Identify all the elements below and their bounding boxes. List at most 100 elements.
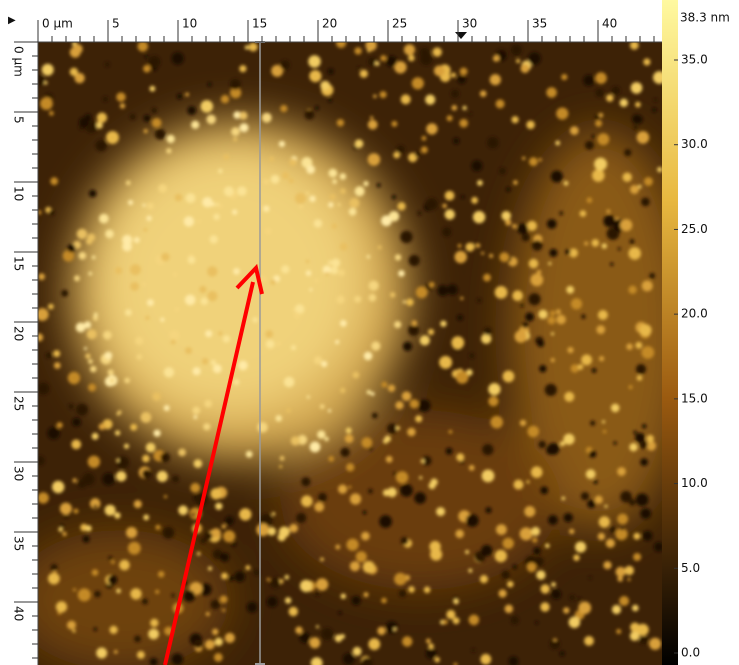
particle <box>469 112 472 115</box>
particle <box>496 99 505 108</box>
particle <box>49 210 55 216</box>
particle <box>556 309 561 314</box>
particle <box>337 119 344 126</box>
particle <box>412 77 424 89</box>
particle <box>324 437 328 441</box>
particle <box>104 352 112 360</box>
particle <box>289 607 298 616</box>
particle <box>164 367 174 377</box>
particle <box>563 434 574 445</box>
particle <box>383 439 388 444</box>
particle <box>529 157 538 166</box>
particle <box>420 53 432 65</box>
particle <box>569 595 575 601</box>
particle <box>633 125 637 129</box>
particle <box>421 146 428 153</box>
particle <box>53 350 60 357</box>
particle <box>469 353 474 358</box>
particle <box>53 571 56 574</box>
x-ruler-label: 15 <box>252 17 267 31</box>
particle <box>556 315 566 325</box>
particle <box>569 617 581 629</box>
particle <box>296 513 306 523</box>
particle <box>142 204 145 207</box>
particle <box>633 431 637 435</box>
particle <box>222 524 226 528</box>
particle <box>152 118 162 128</box>
particle <box>394 321 401 328</box>
particle <box>512 224 517 229</box>
particle <box>208 566 212 570</box>
particle <box>528 293 540 305</box>
expand-toggle[interactable]: ▶ <box>8 15 16 26</box>
particle <box>632 114 642 124</box>
particle <box>78 588 91 601</box>
particle <box>628 247 641 260</box>
particle <box>455 251 467 263</box>
particle <box>578 364 584 370</box>
particle <box>396 426 400 430</box>
particle <box>370 116 373 119</box>
particle <box>67 244 75 252</box>
particle <box>387 423 397 433</box>
particle <box>289 158 297 166</box>
particle <box>72 418 81 427</box>
particle <box>604 505 607 508</box>
particle <box>206 115 216 125</box>
particle <box>48 573 60 585</box>
particle <box>459 119 468 128</box>
particle <box>294 312 301 319</box>
particle <box>291 436 300 445</box>
particle <box>72 629 75 632</box>
particle <box>513 180 518 185</box>
particle <box>606 539 615 548</box>
particle <box>617 467 626 476</box>
particle <box>37 383 49 395</box>
particle <box>426 123 437 134</box>
particle <box>537 340 544 347</box>
particle <box>657 167 662 172</box>
particle <box>328 456 334 462</box>
particle <box>355 186 365 196</box>
particle <box>213 364 222 373</box>
particle <box>346 463 354 471</box>
particle <box>548 316 556 324</box>
particle <box>105 62 110 67</box>
particle <box>143 115 150 122</box>
page: ▶ 38.3 nm 0 µm5101520253035400 µm5101520… <box>0 0 739 665</box>
particle <box>521 64 530 73</box>
particle <box>378 246 382 250</box>
particle <box>316 578 328 590</box>
color-bar-label: 10.0 <box>681 476 708 490</box>
particle <box>245 565 250 570</box>
particle <box>276 342 281 347</box>
particle <box>145 316 149 320</box>
particle <box>377 183 381 187</box>
particle <box>547 443 559 455</box>
particle <box>213 214 219 220</box>
particle <box>70 68 78 76</box>
particle <box>440 321 446 327</box>
particle <box>171 340 176 345</box>
particle <box>571 298 582 309</box>
particle <box>210 235 218 243</box>
particle <box>364 352 373 361</box>
particle <box>150 619 158 627</box>
particle <box>348 486 351 489</box>
particle <box>630 239 635 244</box>
particle <box>373 95 377 99</box>
particle <box>458 244 462 248</box>
particle <box>589 451 596 458</box>
particle <box>592 239 600 247</box>
particle <box>130 114 136 120</box>
particle <box>640 508 651 519</box>
particle <box>279 141 285 147</box>
particle <box>499 168 506 175</box>
particle <box>649 273 655 279</box>
particle <box>363 561 375 573</box>
particle <box>315 592 319 596</box>
particle <box>167 135 175 143</box>
particle <box>218 169 223 174</box>
particle <box>425 95 435 105</box>
particle <box>173 272 177 276</box>
